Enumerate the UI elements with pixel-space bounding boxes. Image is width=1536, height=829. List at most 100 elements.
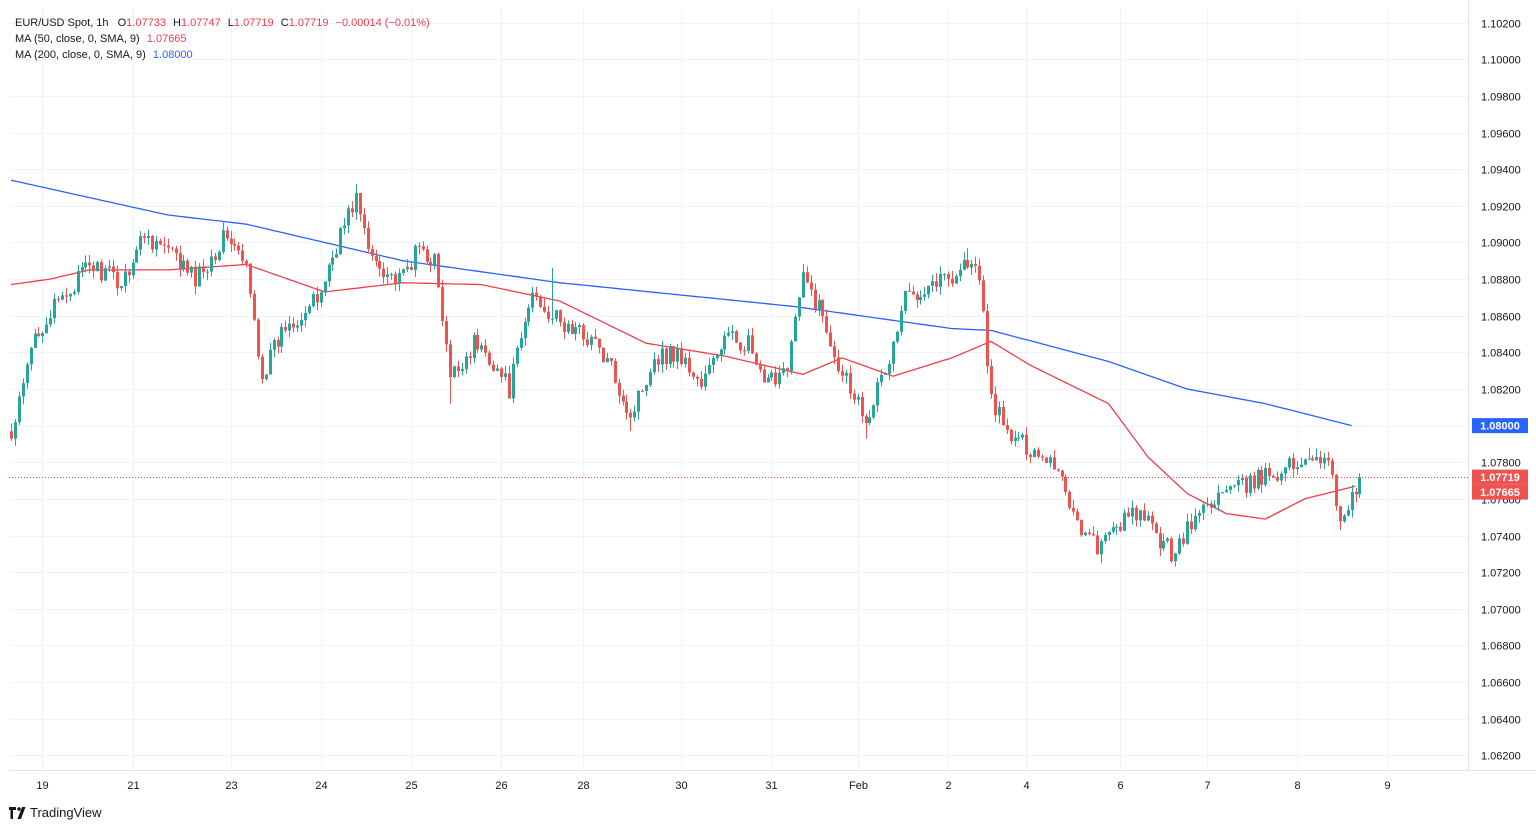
ma200-label[interactable]: MA (200, close, 0, SMA, 9): [15, 49, 146, 61]
candle-body: [770, 372, 773, 378]
candle: [382, 262, 385, 284]
candle-body: [1213, 504, 1216, 508]
candle: [1104, 532, 1107, 544]
candle: [194, 260, 197, 295]
candle: [159, 238, 162, 246]
ma200-path: [10, 179, 1352, 427]
candle: [284, 320, 287, 333]
candle: [520, 331, 523, 351]
symbol-label[interactable]: EUR/USD Spot, 1h: [15, 17, 109, 29]
candle-body: [700, 378, 703, 387]
candle-body: [84, 262, 87, 268]
candle-body: [433, 254, 436, 266]
candle-body: [653, 359, 656, 373]
candle-body: [794, 316, 797, 342]
candle-body: [92, 265, 95, 272]
candle: [723, 331, 726, 355]
candle-body: [833, 346, 836, 358]
candle-body: [441, 287, 444, 322]
candle: [912, 285, 915, 296]
y-tick-label: 1.06600: [1481, 678, 1521, 690]
candle-body: [190, 266, 193, 273]
candle: [108, 260, 111, 273]
candle-body: [1131, 507, 1134, 517]
candle: [292, 317, 295, 333]
candle: [175, 245, 178, 261]
candle-body: [759, 364, 762, 370]
candle-body: [496, 368, 499, 371]
candle: [57, 296, 60, 303]
candle: [841, 364, 844, 382]
candle-body: [512, 363, 515, 399]
candle: [782, 362, 785, 376]
candle: [257, 318, 260, 360]
candle-body: [476, 335, 479, 350]
candle: [680, 342, 683, 367]
candle-body: [1108, 531, 1111, 536]
tradingview-brand[interactable]: TradingView: [9, 805, 102, 820]
candle: [927, 285, 930, 299]
candle-body: [300, 320, 303, 326]
candle: [947, 271, 950, 287]
ma50-label[interactable]: MA (50, close, 0, SMA, 9): [15, 33, 140, 45]
candle: [1159, 526, 1162, 557]
candle: [1108, 531, 1111, 541]
candle-body: [465, 356, 468, 370]
symbol-row: EUR/USD Spot, 1h O1.07733 H1.07747 L1.07…: [15, 15, 430, 31]
candle: [672, 345, 675, 368]
candle-body: [1092, 534, 1095, 536]
candle: [265, 373, 268, 381]
candle-body: [739, 342, 742, 351]
candle-body: [900, 310, 903, 332]
candle-body: [763, 369, 766, 383]
candle: [402, 268, 405, 276]
candle-body: [324, 281, 327, 293]
candle-body: [970, 264, 973, 268]
candle: [586, 331, 589, 348]
candle-body: [198, 266, 201, 287]
candle-body: [1006, 425, 1009, 430]
candle-body: [1217, 492, 1220, 505]
candle-body: [492, 364, 495, 371]
candle: [1131, 500, 1134, 525]
candle: [629, 408, 632, 432]
candle-body: [1104, 535, 1107, 542]
candle: [637, 389, 640, 420]
candle-body: [1288, 458, 1291, 468]
candle-body: [821, 300, 824, 317]
candle-body: [171, 247, 174, 249]
candle-body: [641, 390, 644, 392]
candle-body: [65, 295, 68, 297]
candle: [582, 323, 585, 347]
candle: [1182, 532, 1185, 547]
candle-body: [966, 259, 969, 268]
candle-body: [343, 225, 346, 229]
candle: [810, 275, 813, 296]
candle: [1311, 455, 1314, 462]
candle-body: [594, 336, 597, 339]
candle: [527, 304, 530, 327]
candle: [1076, 508, 1079, 522]
candle-body: [904, 290, 907, 311]
candle-body: [504, 373, 507, 377]
candle-body: [1327, 457, 1330, 461]
x-tick-label: 26: [495, 780, 507, 792]
candle: [1319, 450, 1322, 469]
candle-body: [680, 348, 683, 365]
candle-body: [1241, 477, 1244, 481]
candle: [426, 245, 429, 265]
candle: [759, 360, 762, 373]
candle-body: [578, 325, 581, 328]
candle-body: [982, 280, 985, 312]
candle: [214, 252, 217, 265]
candle: [786, 367, 789, 378]
candle-body: [292, 323, 295, 328]
y-tick-label: 1.07000: [1481, 605, 1521, 617]
candle-body: [516, 347, 519, 364]
candle-body: [449, 344, 452, 377]
candle: [241, 243, 244, 264]
y-tick-label: 1.08400: [1481, 348, 1521, 360]
candle-body: [61, 295, 64, 300]
candle: [512, 357, 515, 404]
